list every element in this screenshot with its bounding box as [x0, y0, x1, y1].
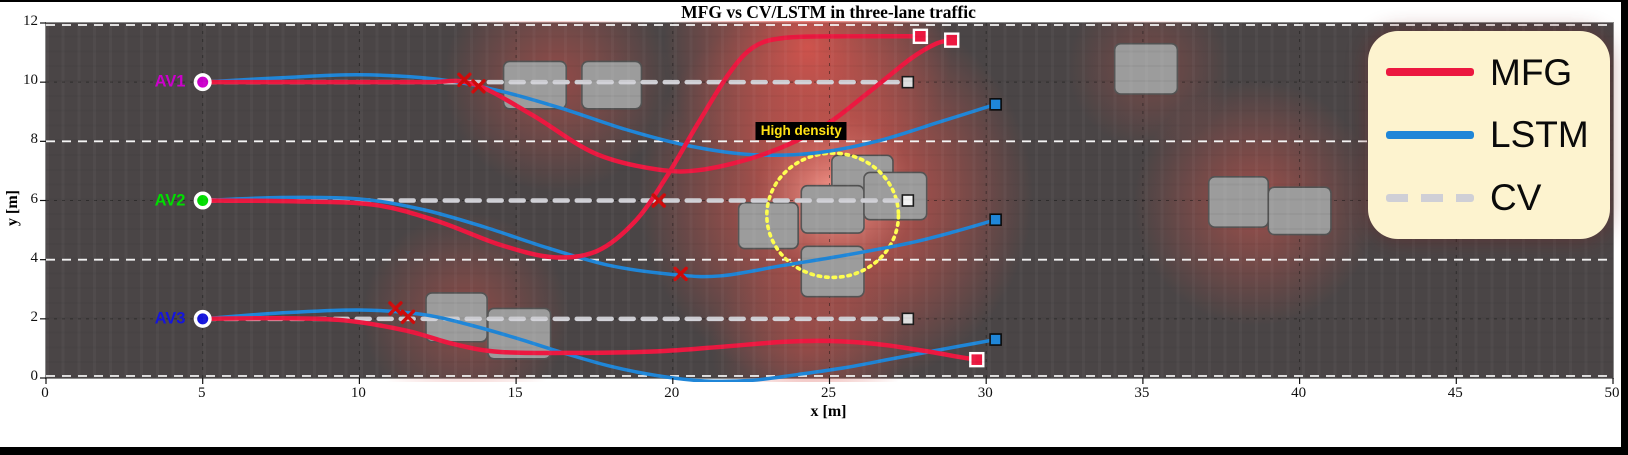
av1-lstm-trajectory — [200, 73, 998, 158]
legend-entry-cv: CV — [1386, 179, 1592, 216]
collision-x-marker — [400, 309, 416, 324]
collision-x-marker — [651, 193, 666, 208]
legend-entry-lstm: LSTM — [1386, 116, 1592, 153]
av-label-av2: AV2 — [154, 191, 186, 209]
legend-label-lstm: LSTM — [1490, 114, 1589, 156]
av3-mfg-end-marker — [969, 351, 985, 368]
av-label-av3: AV3 — [154, 309, 186, 328]
x-tick-label: 45 — [1447, 385, 1463, 401]
legend-entry-mfg: MFG — [1386, 54, 1592, 91]
figure-canvas: MFG vs CV/LSTM in three-lane traffic Hig… — [0, 2, 1621, 447]
collision-x-marker — [388, 301, 403, 316]
av3-mfg-trajectory — [200, 315, 980, 362]
mfg-line-sample — [1386, 68, 1474, 77]
y-tick-label: 0 — [30, 368, 39, 384]
lstm-line-sample — [1386, 130, 1474, 139]
av1-lstm-end-marker — [989, 98, 1002, 111]
vehicle-box — [800, 184, 865, 234]
collision-x-marker — [471, 79, 486, 94]
collision-x-marker — [673, 266, 688, 282]
av2-lstm-end-marker — [989, 213, 1002, 227]
plot-area: High density MFG LSTM CV AV1 AV2 AV3 — [40, 21, 1614, 384]
y-tick-label: 8 — [30, 131, 39, 148]
av1-cv-end-marker — [901, 75, 915, 89]
high-density-annotation: High density — [755, 121, 847, 140]
x-tick-label: 20 — [664, 385, 680, 401]
av2-mfg-trajectory — [200, 33, 923, 260]
x-tick-label: 35 — [1134, 385, 1150, 401]
x-tick-label: 25 — [821, 385, 836, 401]
y-tick-label: 12 — [23, 13, 38, 29]
vehicle-box — [581, 60, 643, 110]
legend-label-cv: CV — [1490, 177, 1542, 219]
x-tick-label: 10 — [350, 385, 366, 401]
high-density-circle — [765, 151, 901, 280]
start-marker — [197, 195, 209, 206]
plot-content — [46, 21, 1613, 382]
av1-mfg-trajectory — [200, 37, 954, 174]
y-tick-label: 10 — [23, 72, 38, 89]
x-tick-label: 50 — [1604, 385, 1620, 401]
cv-line-sample — [1386, 193, 1474, 202]
legend-label-mfg: MFG — [1490, 51, 1573, 93]
chart-title: MFG vs CV/LSTM in three-lane traffic — [681, 2, 976, 22]
x-tick-label: 40 — [1291, 385, 1307, 401]
start-marker — [197, 313, 209, 325]
av3-lstm-trajectory — [200, 308, 998, 382]
av2-mfg-end-marker — [912, 28, 929, 45]
av2-lstm-trajectory — [200, 195, 998, 279]
vehicle-box — [1207, 176, 1270, 228]
y-tick-label: 2 — [30, 308, 39, 325]
x-tick-label: 5 — [197, 385, 206, 401]
plot-canvas — [40, 21, 1614, 384]
av1-mfg-end-marker — [944, 32, 960, 48]
legend-box: MFG LSTM CV — [1368, 31, 1610, 239]
y-tick-label: 4 — [30, 249, 39, 266]
start-marker — [197, 76, 209, 88]
x-tick-label: 15 — [507, 385, 523, 401]
x-tick-label: 30 — [977, 385, 993, 401]
av3-cv-end-marker — [901, 312, 915, 326]
collision-x-marker — [457, 72, 472, 87]
av-label-av1: AV1 — [154, 72, 186, 91]
x-tick-label: 0 — [41, 385, 49, 401]
av3-lstm-end-marker — [989, 333, 1002, 346]
x-axis-label: x [m] — [810, 403, 847, 420]
vehicle-box — [1267, 186, 1332, 236]
av2-cv-end-marker — [901, 194, 915, 207]
y-tick-label: 6 — [30, 190, 39, 207]
vehicle-box — [1113, 42, 1179, 95]
